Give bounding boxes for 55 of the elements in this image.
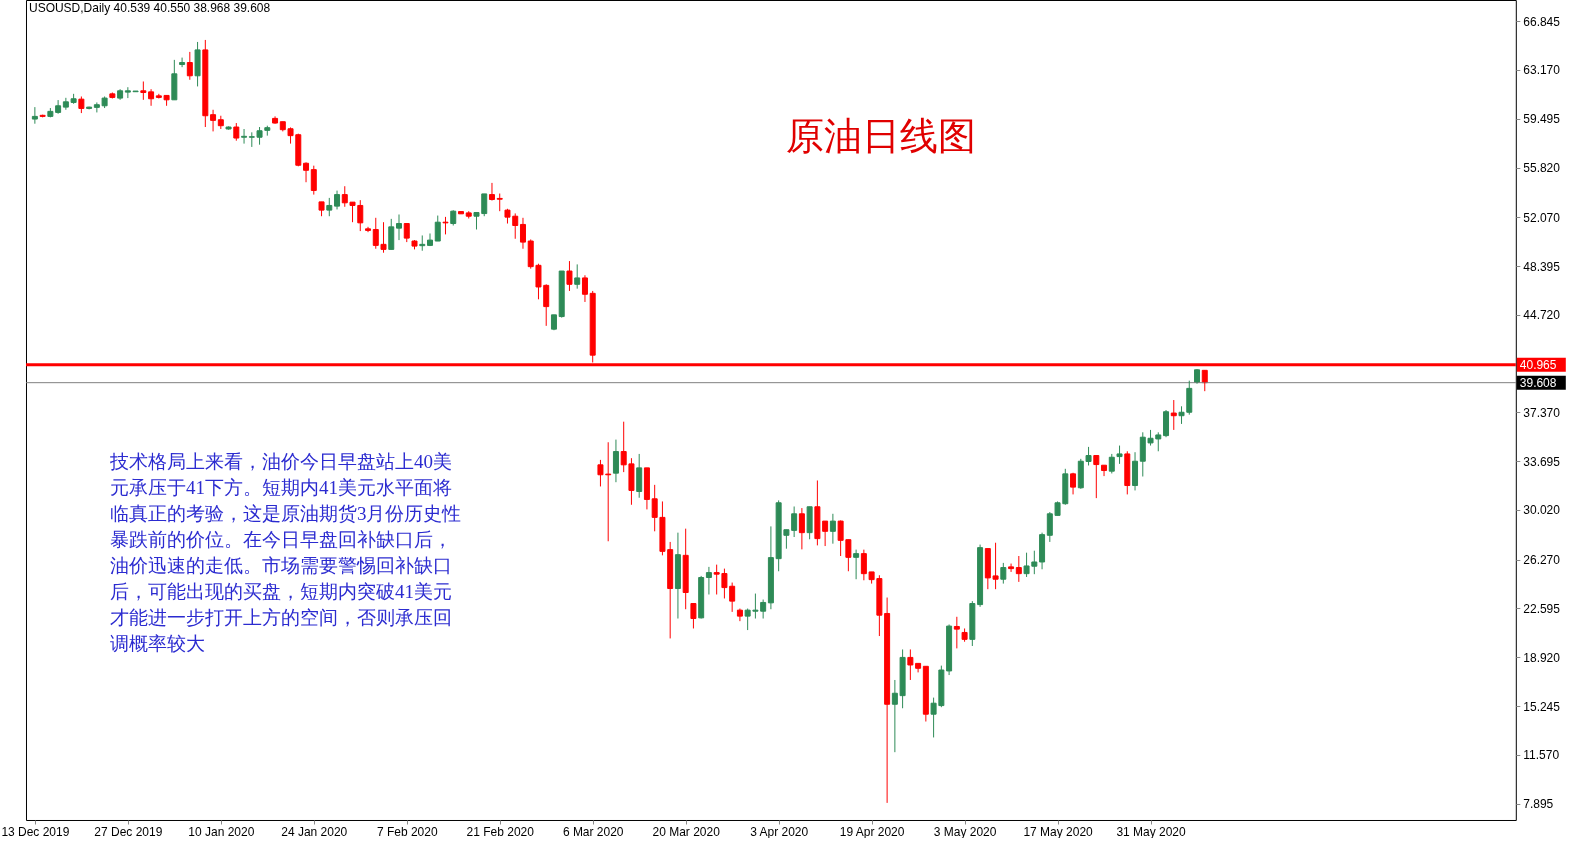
candlestick xyxy=(225,125,232,131)
x-tick-label: 3 Apr 2020 xyxy=(750,825,809,840)
text: 原油日线图 xyxy=(786,115,976,157)
y-tick-label: 59.495 xyxy=(1523,112,1561,127)
y-tick-label: 26.270 xyxy=(1523,553,1561,568)
y-tick-label: 63.170 xyxy=(1523,63,1561,78)
y-tick-label: 11.570 xyxy=(1523,748,1560,763)
x-tick-label: 21 Feb 2020 xyxy=(466,825,535,840)
y-tick-label: 18.920 xyxy=(1523,650,1561,665)
candlestick xyxy=(1170,399,1177,431)
candlestick xyxy=(318,201,325,217)
candlestick xyxy=(442,216,449,235)
ref-line-label: 39.608 xyxy=(1519,375,1557,390)
candlestick xyxy=(86,106,93,110)
y-tick-label: 55.820 xyxy=(1523,161,1561,175)
y-tick-label: 44.720 xyxy=(1523,308,1561,323)
annotation: USOUSD,Daily 40.539 40.550 38.968 39.608 xyxy=(29,1,271,15)
candlestick xyxy=(465,210,472,219)
x-tick-label: 20 Mar 2020 xyxy=(652,825,721,840)
y-tick-label: 7.895 xyxy=(1523,797,1554,812)
y-tick-label: 52.070 xyxy=(1523,210,1561,225)
candlestick xyxy=(78,95,85,114)
candlestick xyxy=(574,263,581,290)
candlestick xyxy=(411,239,418,250)
ref-line-label: 40.965 xyxy=(1519,357,1557,372)
candlestick xyxy=(496,193,503,212)
x-tick-label: 17 May 2020 xyxy=(1023,825,1094,840)
x-tick-label: 31 May 2020 xyxy=(1116,825,1187,840)
candlestick xyxy=(457,211,464,215)
y-tick-label: 33.695 xyxy=(1523,454,1561,469)
candlestick xyxy=(233,122,240,142)
candlestick xyxy=(326,197,333,217)
y-tick-label: 48.395 xyxy=(1523,259,1561,274)
y-tick-label: 66.845 xyxy=(1523,14,1561,29)
x-tick-label: 10 Jan 2020 xyxy=(188,825,255,840)
candlestick xyxy=(140,81,147,101)
x-tick-label: 6 Mar 2020 xyxy=(562,825,624,840)
candlestick xyxy=(566,260,573,292)
annotation: 技术格局上来看，油价今日早盘站上40美元承压于41下方。短期内41美元水平面将临真正的考验，这是原油期货3月份历史性暴跌前的价位。在今日早盘回补缺口后，油价迅速的走低。市场需要警惕回补缺口后，可能出现的买盘，短期内突破41美元才能进一步打开上方的空间，否则承压回调概率较大 xyxy=(109,451,462,654)
y-tick-label: 37.370 xyxy=(1523,405,1561,420)
y-tick-label: 22.595 xyxy=(1523,602,1561,616)
candlestick xyxy=(194,41,201,87)
candlestick xyxy=(690,603,697,629)
candlestick xyxy=(806,506,813,540)
x-tick-label: 3 May 2020 xyxy=(933,825,997,840)
candlestick xyxy=(953,616,960,649)
x-tick-label: 24 Jan 2020 xyxy=(281,825,348,840)
x-tick-label: 7 Feb 2020 xyxy=(376,825,438,840)
candlestick xyxy=(961,627,968,643)
y-tick-label: 15.245 xyxy=(1523,699,1561,714)
candlestick xyxy=(1116,445,1123,465)
x-tick-label: 13 Dec 2019 xyxy=(1,825,70,840)
x-tick-label: 27 Dec 2019 xyxy=(94,825,163,840)
x-tick-label: 19 Apr 2020 xyxy=(839,825,905,840)
y-tick-label: 30.020 xyxy=(1523,503,1561,518)
